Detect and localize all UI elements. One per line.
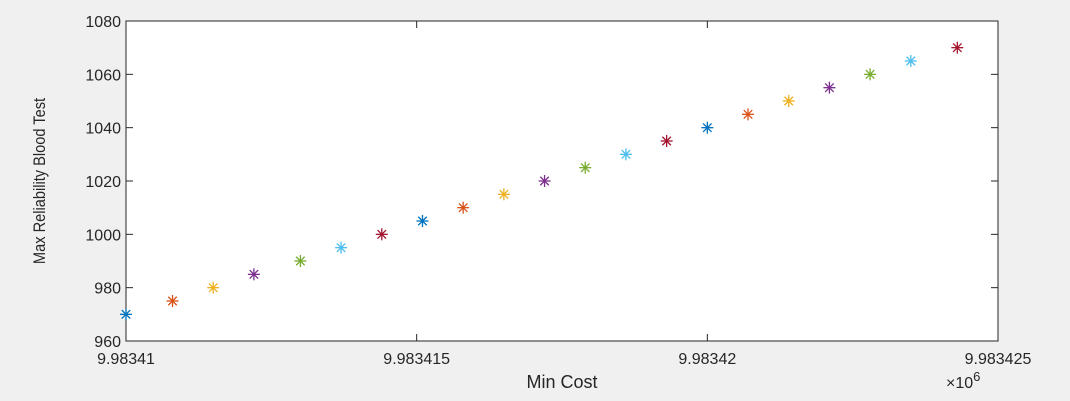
- data-point: [660, 135, 673, 147]
- data-point: [904, 55, 917, 67]
- data-point: [742, 108, 755, 121]
- data-point: [782, 95, 795, 107]
- y-axis-label: Max Reliability Blood Test: [31, 97, 49, 264]
- data-point: [375, 228, 388, 241]
- data-point: [166, 295, 179, 307]
- y-tick-label: 1080: [85, 14, 121, 31]
- y-tick-label: 1020: [85, 174, 121, 191]
- y-tick-label: 1060: [85, 67, 121, 84]
- data-point: [538, 175, 551, 187]
- x-axis-label: Min Cost: [526, 372, 597, 392]
- data-point: [497, 188, 510, 201]
- data-point: [294, 255, 307, 267]
- data-point: [951, 41, 964, 54]
- data-point: [823, 81, 836, 94]
- y-axis: 960 980 1000 1020 1040 1060 1080: [85, 14, 998, 351]
- x-tick-label: 9.983415: [383, 351, 450, 368]
- data-point: [864, 68, 877, 81]
- data-point: [416, 215, 429, 227]
- y-tick-label: 980: [94, 281, 121, 298]
- y-tick-label: 960: [94, 334, 121, 351]
- data-point: [247, 268, 260, 281]
- data-point: [207, 281, 220, 294]
- x-exponent-power: 6: [973, 369, 980, 384]
- data-point: [701, 121, 714, 134]
- x-tick-label: 9.98341: [97, 351, 155, 368]
- x-tick-label: 9.98342: [678, 351, 736, 368]
- data-point: [457, 201, 470, 214]
- y-tick-label: 1000: [85, 227, 121, 244]
- plot-area: [125, 20, 999, 342]
- data-points: [120, 41, 964, 321]
- data-point: [120, 308, 132, 321]
- data-point: [619, 148, 632, 161]
- x-axis: 9.98341 9.983415 9.98342 9.983425: [97, 21, 1031, 368]
- data-point: [579, 161, 592, 174]
- x-exponent-label: ×106: [946, 369, 980, 392]
- x-tick-label: 9.983425: [965, 351, 1032, 368]
- data-point: [335, 241, 348, 254]
- y-tick-label: 1040: [85, 121, 121, 138]
- x-exponent-base: ×10: [946, 375, 973, 392]
